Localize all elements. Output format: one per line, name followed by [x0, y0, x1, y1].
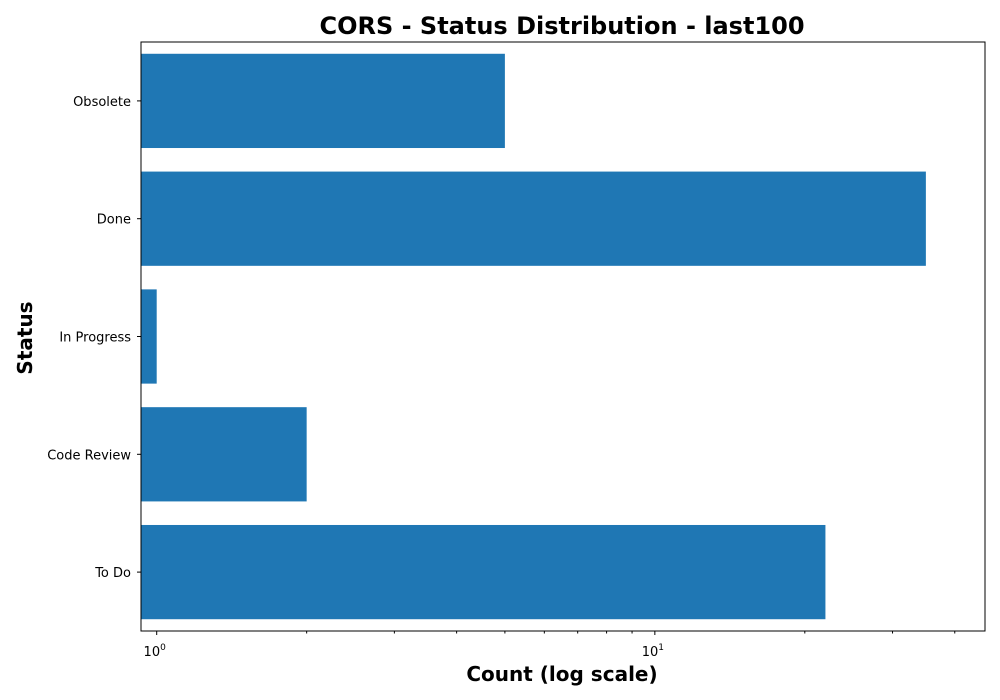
bar-to-do — [141, 524, 826, 620]
bar-done — [141, 171, 926, 266]
bar-obsolete — [141, 53, 505, 149]
y-axis-ticks: To Do Code Review In Progress Done Obsolete — [47, 95, 141, 581]
y-tick-label: Obsolete — [73, 95, 131, 110]
y-tick-label: Done — [97, 213, 131, 228]
x-axis-label: Count (log scale) — [466, 662, 657, 686]
plot-frame — [140, 41, 986, 632]
x-tick-label: 100 — [144, 643, 167, 660]
bars-group — [141, 53, 926, 620]
x-axis-ticks: 100 101 — [144, 631, 956, 660]
bar-code-review — [141, 407, 307, 502]
x-tick-label: 101 — [642, 643, 664, 660]
y-tick-label: To Do — [94, 566, 131, 581]
chart-title: CORS - Status Distribution - last100 — [319, 12, 804, 40]
bar-in-progress — [141, 289, 157, 384]
y-tick-label: In Progress — [59, 331, 131, 346]
y-tick-label: Code Review — [47, 448, 131, 463]
y-axis-label: Status — [13, 301, 37, 374]
